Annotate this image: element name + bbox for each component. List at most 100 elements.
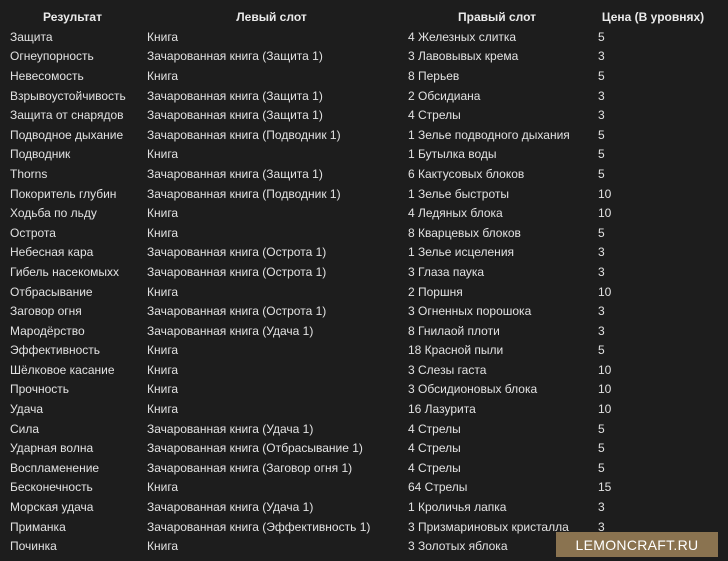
- cell-result: Эффективность: [10, 343, 101, 358]
- cell-price: 15: [598, 480, 612, 495]
- cell-left-slot: Зачарованная книга (Защита 1): [147, 108, 323, 123]
- table-header-row: Результат Левый слот Правый слот Цена (В…: [4, 7, 714, 27]
- cell-result: Прочность: [10, 382, 70, 397]
- cell-left-slot: Книга: [147, 343, 179, 358]
- header-right-slot: Правый слот: [457, 10, 536, 24]
- cell-right-slot: 16 Лазурита: [408, 402, 476, 417]
- cell-right-slot: 3 Обсидионовых блока: [408, 382, 538, 397]
- cell-price: 3: [598, 264, 605, 279]
- cell-left-slot: Зачарованная книга (Эффективность 1): [147, 519, 371, 534]
- table-row: Приманка Зачарованная книга (Эффективност…: [4, 517, 714, 537]
- cell-price: 5: [598, 166, 605, 181]
- cell-right-slot: 6 Кактусовых блоков: [408, 166, 525, 181]
- cell-price: 10: [598, 402, 612, 417]
- cell-result: Острота: [10, 225, 56, 240]
- cell-left-slot: Книга: [147, 68, 179, 83]
- cell-left-slot: Книга: [147, 480, 179, 495]
- cell-left-slot: Книга: [147, 402, 179, 417]
- cell-left-slot: Книга: [147, 362, 179, 377]
- cell-price: 3: [598, 500, 605, 515]
- table-row: Починка Книга 3 Золотых яблока: [4, 536, 714, 556]
- cell-left-slot: Зачарованная книга (Подводник 1): [147, 127, 341, 142]
- cell-right-slot: 4 Железных слитка: [408, 29, 517, 44]
- cell-left-slot: Книга: [147, 29, 179, 44]
- cell-price: 5: [598, 343, 605, 358]
- cell-result: Ходьба по льду: [10, 206, 97, 221]
- cell-result: Бесконечность: [10, 480, 93, 495]
- cell-price: 3: [598, 88, 605, 103]
- header-left-slot: Левый слот: [236, 10, 307, 24]
- cell-result: Защита от снарядов: [10, 108, 124, 123]
- cell-price: 5: [598, 421, 605, 436]
- cell-right-slot: 3 Золотых яблока: [408, 539, 508, 554]
- table-row: Небесная кара Зачарованная книга (Острота…: [4, 243, 714, 263]
- cell-right-slot: 4 Стрелы: [408, 460, 461, 475]
- table-row: Мародёрство Зачарованная книга (Удача 1) 8…: [4, 321, 714, 341]
- table-row: Подводник Книга 1 Бутылка воды 5: [4, 145, 714, 165]
- cell-result: Небесная кара: [10, 245, 94, 260]
- cell-price: 3: [598, 245, 605, 260]
- cell-result: Ударная волна: [10, 441, 94, 456]
- cell-left-slot: Книга: [147, 284, 179, 299]
- cell-result: Подводное дыхание: [10, 127, 124, 142]
- table-row: Покоритель глубин Зачарованная книга (Под…: [4, 184, 714, 204]
- cell-price: 3: [598, 49, 605, 64]
- cell-price: 10: [598, 284, 612, 299]
- cell-left-slot: Зачарованная книга (Удача 1): [147, 500, 314, 515]
- cell-left-slot: Зачарованная книга (Подводник 1): [147, 186, 341, 201]
- cell-right-slot: 18 Красной пыли: [408, 343, 504, 358]
- cell-right-slot: 3 Огненных порошока: [408, 304, 532, 319]
- cell-price: 10: [598, 186, 612, 201]
- cell-right-slot: 4 Стрелы: [408, 421, 461, 436]
- cell-right-slot: 2 Обсидиана: [408, 88, 481, 103]
- table-row: Бесконечность Книга 64 Стрелы 15: [4, 478, 714, 498]
- header-result: Результат: [43, 10, 102, 24]
- cell-price: 5: [598, 29, 605, 44]
- cell-left-slot: Зачарованная книга (Острота 1): [147, 264, 327, 279]
- watermark: LEMONCRAFT.RU: [556, 532, 718, 557]
- table-row: Удача Книга 16 Лазурита 10: [4, 399, 714, 419]
- cell-price: 5: [598, 127, 605, 142]
- cell-result: Заговор огня: [10, 304, 82, 319]
- cell-left-slot: Зачарованная книга (Защита 1): [147, 49, 323, 64]
- cell-price: 10: [598, 362, 612, 377]
- cell-price: 10: [598, 382, 612, 397]
- table-row: Прочность Книга 3 Обсидионовых блока 10: [4, 380, 714, 400]
- header-price: Цена (В уровнях): [601, 10, 705, 24]
- cell-result: Приманка: [10, 519, 66, 534]
- cell-result: Гибель насекомыхх: [10, 264, 120, 279]
- table-row: Отбрасывание Книга 2 Поршня 10: [4, 282, 714, 302]
- cell-right-slot: 4 Ледяных блока: [408, 206, 503, 221]
- table-row: Морская удача Зачарованная книга (Удача 1…: [4, 497, 714, 517]
- table-row: Thorns Зачарованная книга (Защита 1) 6 Как…: [4, 164, 714, 184]
- table-row: Невесомость Книга 8 Перьев 5: [4, 66, 714, 86]
- cell-left-slot: Зачарованная книга (Острота 1): [147, 304, 327, 319]
- table-row: Ударная волна Зачарованная книга (Отбрасы…: [4, 438, 714, 458]
- cell-result: Сила: [10, 421, 40, 436]
- cell-right-slot: 8 Гнилаой плоти: [408, 323, 500, 338]
- table-row: Подводное дыхание Зачарованная книга (Под…: [4, 125, 714, 145]
- cell-result: Отбрасывание: [10, 284, 93, 299]
- cell-result: Подводник: [10, 147, 71, 162]
- cell-price: 3: [598, 323, 605, 338]
- cell-right-slot: 1 Зелье исцеления: [408, 245, 515, 260]
- cell-result: Взрывоустойчивость: [10, 88, 126, 103]
- cell-price: 5: [598, 147, 605, 162]
- table-row: Сила Зачарованная книга (Удача 1) 4 Стрелы…: [4, 419, 714, 439]
- cell-right-slot: 3 Глаза паука: [408, 264, 485, 279]
- cell-price: 5: [598, 441, 605, 456]
- cell-left-slot: Зачарованная книга (Отбрасывание 1): [147, 441, 363, 456]
- cell-left-slot: Книга: [147, 539, 179, 554]
- cell-price: 10: [598, 206, 612, 221]
- cell-left-slot: Зачарованная книга (Удача 1): [147, 421, 314, 436]
- cell-left-slot: Зачарованная книга (Заговор огня 1): [147, 460, 353, 475]
- table-row: Шёлковое касание Книга 3 Слезы гаста 10: [4, 360, 714, 380]
- cell-left-slot: Зачарованная книга (Удача 1): [147, 323, 314, 338]
- cell-right-slot: 8 Кварцевых блоков: [408, 225, 521, 240]
- cell-left-slot: Зачарованная книга (Защита 1): [147, 166, 323, 181]
- cell-right-slot: 8 Перьев: [408, 68, 460, 83]
- table-row: Защита от снарядов Зачарованная книга (За…: [4, 105, 714, 125]
- cell-price: 5: [598, 460, 605, 475]
- cell-right-slot: 4 Стрелы: [408, 441, 461, 456]
- cell-result: Невесомость: [10, 68, 84, 83]
